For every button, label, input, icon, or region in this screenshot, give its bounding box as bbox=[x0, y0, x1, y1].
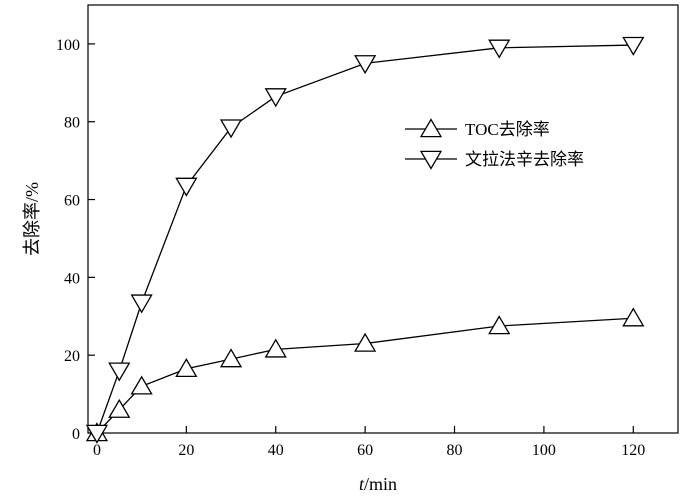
x-tick-label: 60 bbox=[357, 442, 373, 459]
legend-label: 文拉法辛去除率 bbox=[465, 150, 584, 169]
data-point bbox=[175, 177, 198, 197]
data-point bbox=[219, 348, 243, 368]
data-point bbox=[85, 424, 109, 444]
y-tick-label: 80 bbox=[64, 115, 80, 132]
data-point bbox=[108, 362, 131, 382]
data-point bbox=[622, 307, 645, 327]
y-tick-label: 100 bbox=[56, 37, 80, 54]
data-point bbox=[219, 119, 243, 139]
x-tick-label: 20 bbox=[178, 442, 194, 459]
data-point bbox=[354, 332, 377, 352]
y-tick-label: 40 bbox=[64, 270, 80, 287]
y-axis-title: 去除率/% bbox=[22, 182, 42, 256]
data-point bbox=[488, 39, 511, 59]
series-0 bbox=[85, 307, 645, 442]
series-layer bbox=[85, 36, 645, 444]
data-point bbox=[130, 375, 153, 395]
data-point bbox=[108, 398, 131, 418]
data-point bbox=[354, 55, 377, 75]
x-tick-label: 100 bbox=[532, 442, 556, 459]
series-1 bbox=[85, 36, 645, 444]
data-point bbox=[622, 36, 645, 56]
axis-ticks: 0 20 40 60 80 100 120 0 20 40 60 80 100 bbox=[56, 37, 645, 459]
y-tick-label: 60 bbox=[64, 193, 80, 210]
x-axis-title: t/min bbox=[359, 474, 397, 494]
x-tick-label: 0 bbox=[93, 442, 101, 459]
data-point bbox=[264, 338, 287, 358]
legend-marker bbox=[419, 118, 443, 138]
x-tick-label: 40 bbox=[268, 442, 284, 459]
x-axis-title-italic: t bbox=[359, 474, 365, 494]
data-point bbox=[264, 88, 287, 108]
x-axis-title-unit: /min bbox=[364, 474, 397, 494]
y-tick-label: 0 bbox=[72, 426, 80, 443]
x-tick-label: 80 bbox=[447, 442, 463, 459]
plot-frame bbox=[87, 4, 679, 434]
data-point bbox=[175, 358, 198, 378]
data-point bbox=[130, 294, 153, 314]
legend-marker bbox=[419, 150, 443, 170]
y-tick-label: 20 bbox=[64, 348, 80, 365]
x-tick-label: 120 bbox=[621, 442, 645, 459]
data-point bbox=[488, 315, 511, 335]
legend-label: TOC去除率 bbox=[465, 120, 550, 139]
